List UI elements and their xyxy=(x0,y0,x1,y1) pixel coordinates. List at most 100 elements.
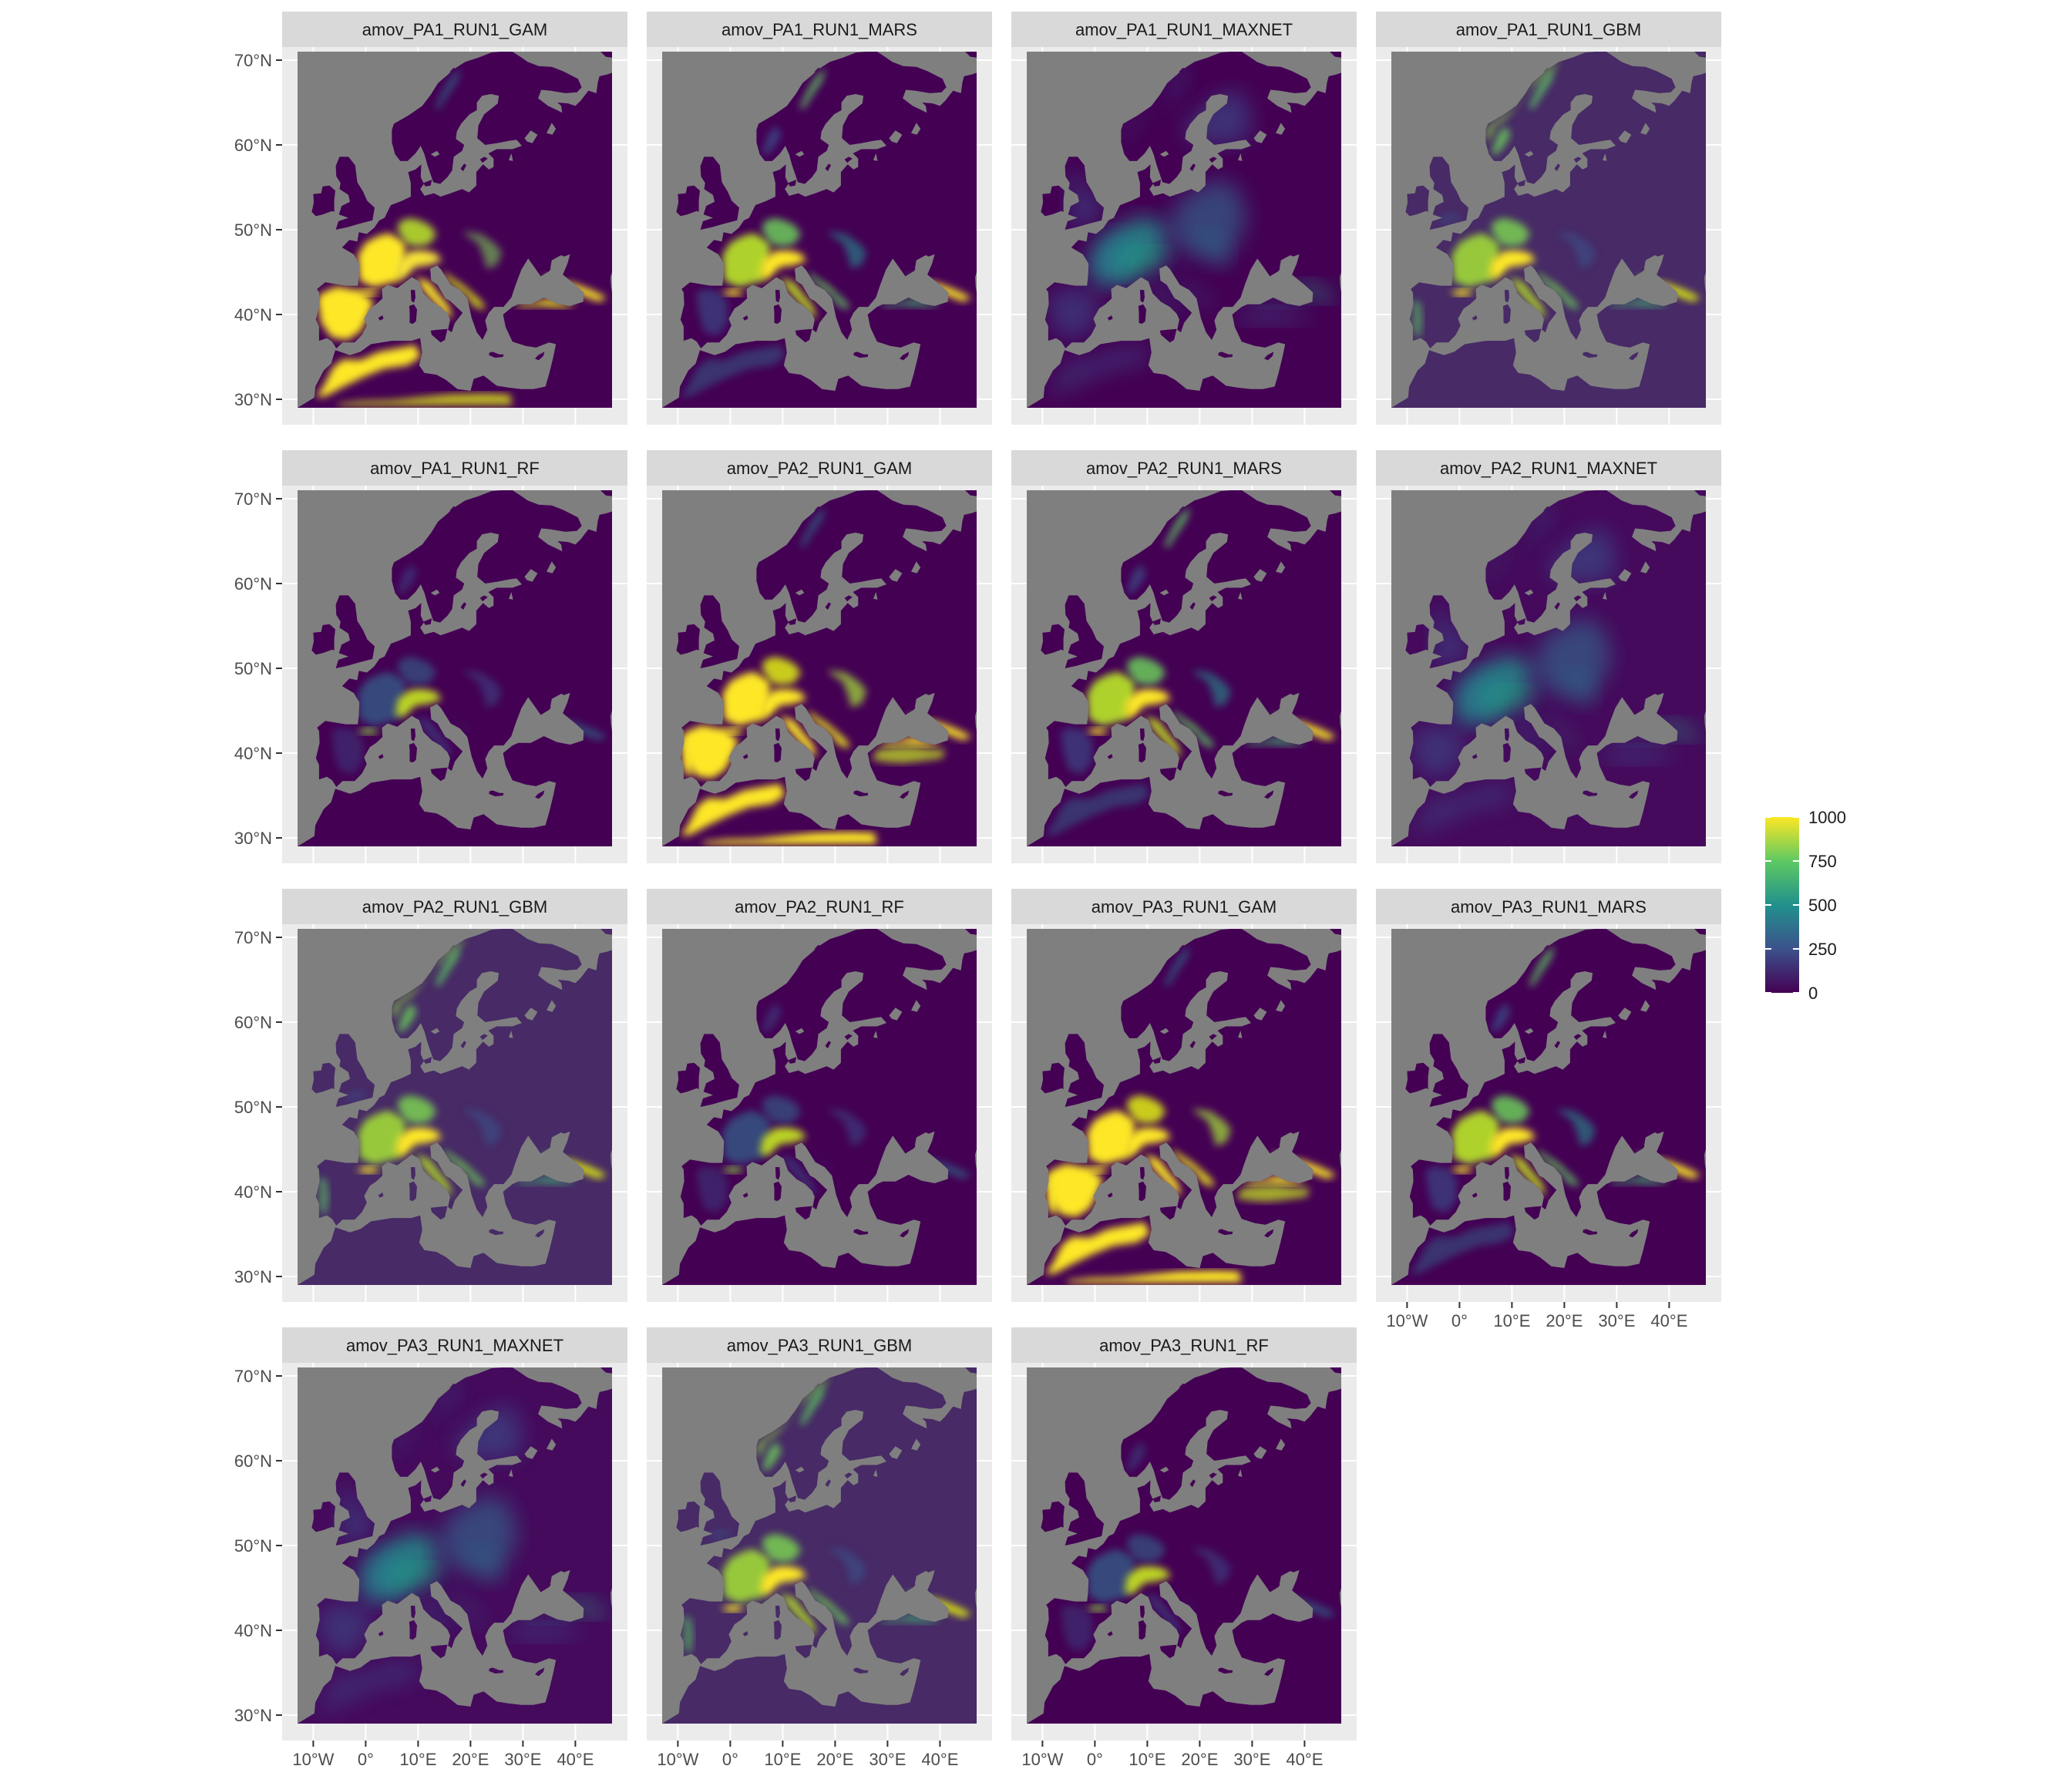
sea-azov xyxy=(914,255,931,269)
suitability-region-atlas_strip xyxy=(1066,1270,1242,1283)
y-axis-label: 40°N xyxy=(234,1182,272,1202)
y-axis-label: 50°N xyxy=(234,1098,272,1117)
suitability-region-iberia xyxy=(317,286,374,340)
suitability-region-italy xyxy=(415,276,452,318)
suitability-region-pyrenees xyxy=(1085,728,1110,735)
x-axis-label: 30°E xyxy=(1233,1750,1270,1769)
suitability-region-scandes_n xyxy=(1529,506,1556,548)
map-panel: amov_PA1_RUN1_MAXNET xyxy=(1011,12,1357,425)
suitability-region-germany xyxy=(1491,1095,1531,1124)
x-axis-label: 0° xyxy=(722,1750,738,1769)
sea-caspian xyxy=(975,1588,977,1609)
suitability-region-balkans xyxy=(1537,708,1579,749)
sea-azov xyxy=(550,1571,567,1585)
suitability-region-iberia xyxy=(1411,725,1468,779)
map-panel: amov_PA2_RUN1_GBM 70°N 60°N 50°N 40°N 30°N xyxy=(234,889,627,1302)
suitability-region-carpathians xyxy=(1192,670,1232,708)
sea-azov xyxy=(1279,255,1296,269)
y-axis-label: 30°N xyxy=(234,829,272,848)
suitability-region-france xyxy=(722,233,771,288)
suitability-region-scandes_n xyxy=(799,1383,826,1425)
facet-title: amov_PA3_RUN1_MARS xyxy=(1451,897,1646,917)
x-axis-label: 40°E xyxy=(557,1750,594,1769)
lake-onega xyxy=(1640,123,1650,135)
facet-strip xyxy=(647,450,992,486)
suitability-region-iberia xyxy=(1046,286,1103,340)
suitability-region-alps xyxy=(1124,1566,1171,1595)
facet-strip xyxy=(1011,450,1357,486)
sea-azov xyxy=(550,694,567,708)
sea-caspian xyxy=(1340,272,1341,293)
suitability-region-alps xyxy=(1124,688,1171,718)
sea-azov xyxy=(914,1571,931,1585)
suitability-region-dinaric xyxy=(809,272,837,294)
suitability-region-turkey_n xyxy=(1609,298,1672,308)
suitability-region-dinaric xyxy=(809,1588,837,1610)
map-panel: amov_PA2_RUN1_RF xyxy=(647,889,992,1302)
x-axis-label: 40°E xyxy=(1650,1311,1687,1330)
facet-title: amov_PA2_RUN1_GAM xyxy=(727,459,912,478)
suitability-region-alps xyxy=(1488,688,1536,718)
x-axis-label: 10°E xyxy=(764,1750,801,1769)
x-axis-label: 10°W xyxy=(1021,1750,1063,1769)
suitability-region-uk_all xyxy=(337,1482,374,1544)
facet-strip xyxy=(282,12,627,47)
suitability-region-n_africa xyxy=(1409,1222,1515,1275)
suitability-region-britain_s xyxy=(710,1529,733,1541)
panels-layer: amov_PA1_RUN1_GAM70°N60°N50°N40°N30°Namo… xyxy=(234,12,1721,1769)
x-axis-label: 20°E xyxy=(1181,1750,1218,1769)
suitability-region-iberia xyxy=(317,1602,374,1656)
facet-title: amov_PA1_RUN1_GBM xyxy=(1456,20,1641,39)
suitability-region-alps xyxy=(759,688,806,718)
facet-strip xyxy=(1011,12,1357,47)
facet-title: amov_PA2_RUN1_GBM xyxy=(362,897,547,917)
suitability-region-portugal xyxy=(681,739,694,777)
lake-peipus xyxy=(1238,1031,1243,1038)
lake-vanern xyxy=(1159,1028,1169,1034)
suitability-region-france xyxy=(358,671,406,726)
suitability-region-alps xyxy=(759,1566,806,1595)
suitability-region-alps xyxy=(759,250,806,279)
suitability-region-germany xyxy=(1126,1095,1166,1124)
suitability-region-italy xyxy=(1509,276,1546,318)
suitability-region-carpathians xyxy=(462,1547,503,1585)
x-axis-label: 30°E xyxy=(1598,1311,1635,1330)
lake-peipus xyxy=(509,1469,513,1477)
sea-caspian xyxy=(975,272,977,293)
lake-vanern xyxy=(1159,1466,1169,1473)
x-axis-label: 30°E xyxy=(869,1750,906,1769)
suitability-region-alps xyxy=(395,250,442,279)
suitability-region-carpathians xyxy=(1192,1547,1232,1585)
suitability-region-balkans xyxy=(443,270,485,311)
suitability-region-germany xyxy=(762,1533,802,1562)
lake-ladoga xyxy=(889,130,903,143)
lake-onega xyxy=(547,1438,557,1451)
suitability-region-carpathians xyxy=(462,231,503,269)
facet-title: amov_PA2_RUN1_MARS xyxy=(1086,459,1282,478)
suitability-region-germany xyxy=(397,217,437,247)
lake-onega xyxy=(1640,561,1650,574)
suitability-region-dinaric xyxy=(1174,1588,1202,1610)
sea-azov xyxy=(550,1132,567,1146)
facet-strip xyxy=(282,450,627,486)
suitability-region-france xyxy=(1451,233,1500,288)
suitability-region-turkey_n xyxy=(880,1614,943,1624)
suitability-region-anatolia xyxy=(872,746,946,764)
lake-vanern xyxy=(1524,150,1534,157)
facet-title: amov_PA1_RUN1_RF xyxy=(370,459,540,478)
suitability-region-germany xyxy=(1126,1533,1166,1562)
suitability-region-dinaric xyxy=(809,1149,837,1172)
suitability-region-carpathians xyxy=(1556,231,1596,269)
suitability-region-germany xyxy=(1491,217,1531,247)
suitability-region-turkey_n xyxy=(515,298,578,308)
y-axis-label: 70°N xyxy=(234,51,272,70)
facet-strip xyxy=(1011,1327,1357,1363)
suitability-region-n_africa xyxy=(680,783,785,836)
colorbar-label: 250 xyxy=(1808,940,1837,959)
suitability-region-portugal xyxy=(317,1178,329,1216)
suitability-region-dinaric xyxy=(1174,711,1202,733)
x-axis-label: 10°W xyxy=(1386,1311,1428,1330)
suitability-region-scandes_s xyxy=(762,125,782,156)
suitability-region-carpathians xyxy=(1192,1108,1232,1146)
